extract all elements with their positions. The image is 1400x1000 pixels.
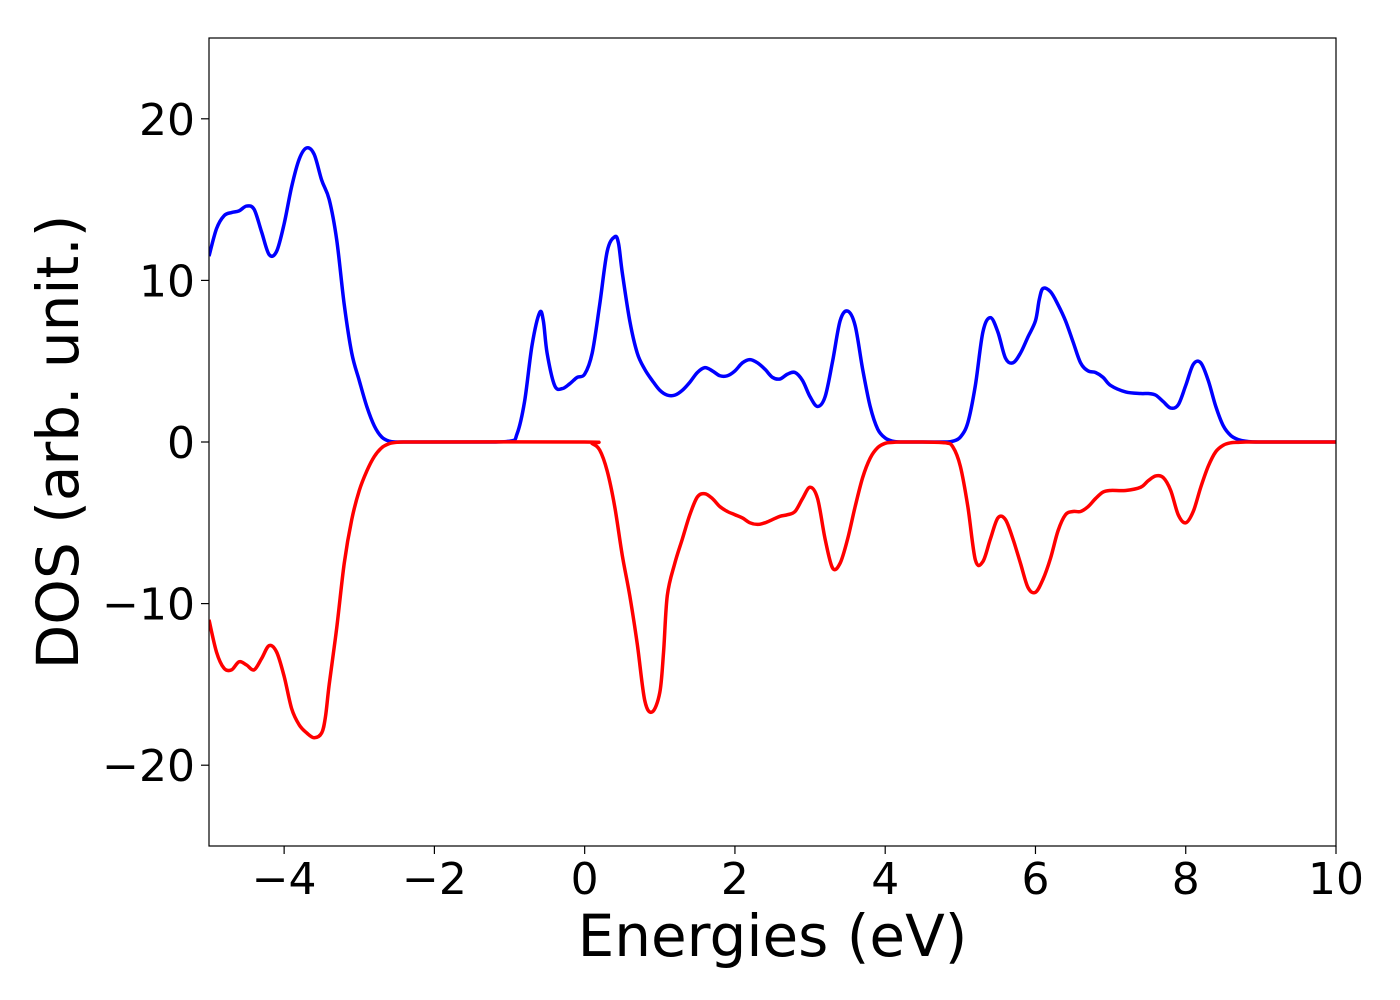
- y-axis-label: DOS (arb. unit.): [24, 215, 92, 670]
- x-tick-label: 8: [1172, 854, 1200, 905]
- x-tick-label: 0: [571, 854, 599, 905]
- x-tick-label: 6: [1021, 854, 1049, 905]
- y-tick-label: 10: [139, 256, 195, 307]
- x-axis-ticks: −4 −2 0 2 4 6 8 10: [252, 846, 1364, 905]
- x-tick-label: 10: [1308, 854, 1364, 905]
- y-tick-label: 20: [139, 95, 195, 146]
- x-tick-label: −4: [252, 854, 317, 905]
- y-tick-label: −20: [102, 741, 195, 792]
- series-layer: [209, 145, 1336, 740]
- y-tick-label: −10: [102, 580, 195, 631]
- x-tick-label: −2: [402, 854, 467, 905]
- x-tick-label: 2: [721, 854, 749, 905]
- y-tick-label: 0: [167, 418, 195, 469]
- y-axis-ticks: −20 −10 0 10 20: [102, 95, 209, 792]
- x-axis-label: Energies (eV): [578, 902, 968, 970]
- series-line-blue: [209, 145, 1336, 444]
- series-line-red: [209, 440, 1336, 740]
- x-tick-label: 4: [871, 854, 899, 905]
